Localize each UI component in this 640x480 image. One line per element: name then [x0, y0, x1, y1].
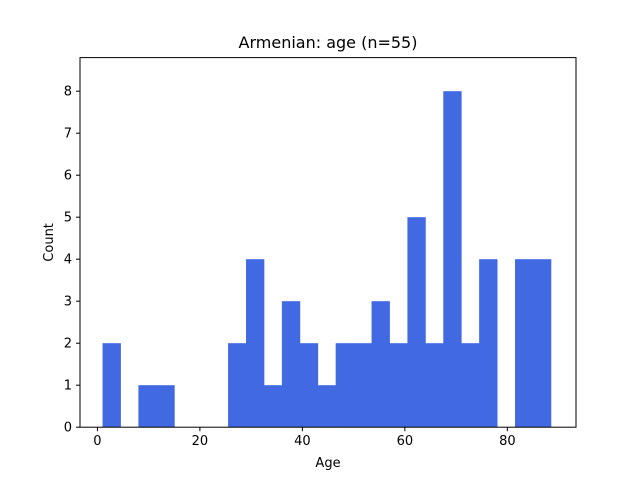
histogram-bar — [389, 343, 408, 428]
histogram-bar — [479, 259, 498, 428]
histogram-bar — [335, 343, 355, 428]
x-axis-label: Age — [315, 456, 340, 471]
histogram-bar — [263, 385, 283, 428]
histogram-bar — [371, 301, 390, 428]
y-tick-label: 8 — [64, 85, 72, 100]
histogram-bar — [532, 259, 552, 428]
y-axis-ticks: 0 1 2 3 4 5 6 7 8 — [64, 85, 80, 436]
x-tick-label: 0 — [93, 434, 101, 449]
x-tick-label: 80 — [499, 434, 516, 449]
x-tick-label: 20 — [192, 434, 209, 449]
histogram-bar — [353, 343, 372, 428]
histogram-bar — [228, 343, 247, 428]
histogram-bar — [246, 259, 265, 428]
y-tick-label: 4 — [64, 253, 72, 268]
y-tick-label: 2 — [64, 337, 72, 352]
histogram-bar — [461, 343, 480, 428]
x-tick-label: 60 — [397, 434, 414, 449]
histogram-bar — [299, 343, 319, 428]
plot-frame — [79, 57, 577, 428]
histogram-bar — [407, 217, 426, 428]
x-tick-label: 40 — [294, 434, 311, 449]
histogram-bar — [281, 301, 301, 428]
y-tick-label: 7 — [64, 127, 72, 142]
histogram-bar — [102, 343, 121, 428]
y-tick-label: 3 — [64, 295, 72, 310]
bars-group — [102, 91, 552, 428]
y-tick-label: 1 — [64, 379, 72, 394]
histogram-bar — [317, 385, 337, 428]
y-tick-label: 6 — [64, 169, 72, 184]
y-axis-label: Count — [42, 223, 57, 262]
y-tick-label: 0 — [64, 421, 72, 436]
histogram-bar — [425, 343, 444, 428]
histogram-bar — [443, 91, 462, 428]
x-axis-ticks: 0 20 40 60 80 — [93, 427, 516, 449]
histogram-bar — [138, 385, 157, 428]
y-tick-label: 5 — [64, 211, 72, 226]
histogram-bar — [156, 385, 175, 428]
chart-title: Armenian: age (n=55) — [239, 33, 418, 52]
histogram-bar — [515, 259, 534, 428]
